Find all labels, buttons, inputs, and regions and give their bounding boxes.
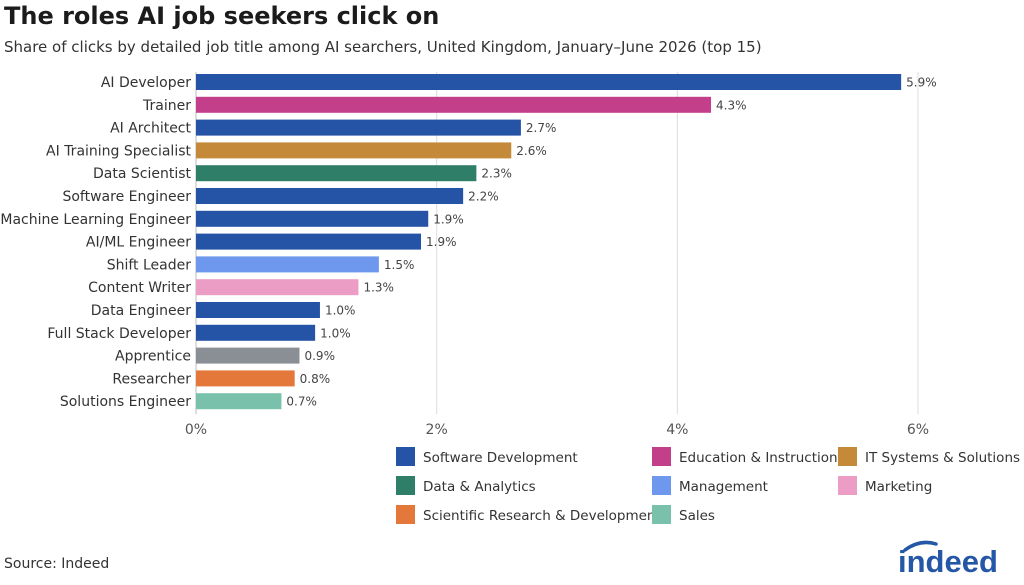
logo-swoosh [903,540,938,552]
data-label: 1.9% [426,235,457,249]
legend-label: Scientific Research & Development [423,508,661,524]
category-label: Software Engineer [62,189,191,205]
category-labels: AI Developer Trainer AI Architect AI Traini… [0,75,191,410]
legend-swatch [396,476,415,495]
x-tick-label: 6% [907,422,929,438]
data-label: 0.8% [300,372,331,386]
data-label: 0.9% [304,349,335,363]
bar [196,188,464,204]
data-label: 4.3% [716,98,747,112]
bar [196,256,379,273]
category-label: Researcher [112,371,191,387]
legend-swatch [838,447,857,466]
category-label: AI/ML Engineer [86,235,191,251]
category-label: Shift Leader [107,257,192,273]
source-note: Source: Indeed [4,556,110,572]
x-tick-label: 0% [185,422,207,438]
data-label: 5.9% [906,76,937,90]
bar [196,370,295,387]
x-tick-label: 4% [666,422,688,438]
category-label: AI Training Specialist [46,143,191,159]
bar [196,393,282,410]
data-label: 1.0% [320,326,351,340]
legend-label: Marketing [865,479,932,495]
indeed-logo-icon: indeed [898,540,998,579]
legend-label: IT Systems & Solutions [865,450,1020,466]
legend-swatch [652,476,671,495]
legend-swatch [396,505,415,524]
bar [196,302,320,318]
legend-swatch [652,447,671,466]
bar [196,74,902,90]
category-label: Data Engineer [91,303,191,319]
logo-text: indeed [898,544,998,579]
legend-label: Software Development [423,450,578,466]
value-labels: 5.9% 4.3% 2.7% 2.6% 2.3% 2.2% 1.9% 1.9% 1.5% 1.3%… [286,76,936,409]
bars [196,74,902,410]
data-label: 1.9% [433,212,464,226]
data-label: 2.7% [526,121,557,135]
category-label: Solutions Engineer [60,394,191,410]
bar [196,279,359,296]
bar [196,119,521,136]
legend-label: Data & Analytics [423,479,536,495]
category-label: Data Scientist [93,166,192,182]
category-label: AI Architect [110,121,191,137]
data-label: 2.3% [481,167,512,181]
legend-label: Education & Instruction [679,450,838,466]
bar [196,324,316,341]
data-label: 1.3% [363,281,394,295]
bar [196,165,477,182]
bar [196,210,429,227]
data-label: 0.7% [286,395,317,409]
category-label: Machine Learning Engineer [0,212,191,228]
data-label: 1.5% [384,258,415,272]
chart-title: The roles AI job seekers click on [4,2,440,30]
bar [196,96,712,113]
bar [196,233,422,250]
category-label: AI Developer [101,75,191,91]
data-label: 2.6% [516,144,547,158]
legend-label: Sales [679,508,715,524]
category-label: Content Writer [88,280,191,296]
x-axis-ticks: 0% 2% 4% 6% [185,422,929,438]
bar [196,347,300,364]
chart-subtitle: Share of clicks by detailed job title am… [4,38,762,56]
bar-chart: AI Developer Trainer AI Architect AI Traini… [0,72,1020,524]
x-tick-label: 2% [426,422,448,438]
data-label: 2.2% [468,190,499,204]
legend-swatch [396,447,415,466]
category-label: Full Stack Developer [47,326,191,342]
legend: Software Development Education & Instruct… [396,447,1020,524]
bar [196,142,512,159]
legend-swatch [652,505,671,524]
category-label: Apprentice [115,349,191,365]
legend-label: Management [679,479,768,495]
category-label: Trainer [142,98,191,114]
legend-swatch [838,476,857,495]
data-label: 1.0% [325,304,356,318]
